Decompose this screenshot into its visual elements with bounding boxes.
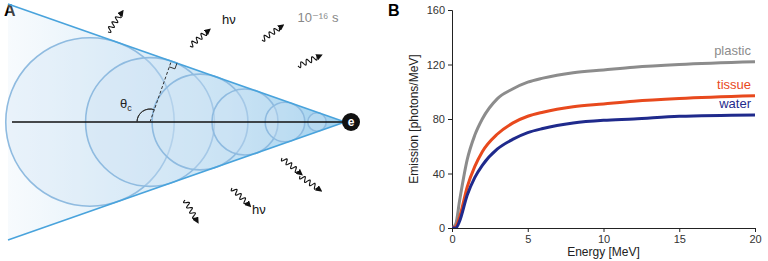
tick-label: 40 — [433, 168, 445, 180]
time-label: 10⁻¹⁶ s — [297, 10, 339, 25]
photon — [298, 56, 320, 68]
photon — [108, 12, 122, 32]
tick: 160 — [427, 4, 452, 16]
tick-mark — [448, 10, 452, 11]
electron — [342, 113, 360, 131]
tick-label: 15 — [674, 233, 686, 245]
series-label: plastic — [714, 43, 751, 58]
tick-label: 160 — [427, 4, 445, 16]
tick-mark — [448, 174, 452, 175]
tick: 15 — [674, 228, 686, 245]
tick-mark — [755, 228, 756, 232]
cone — [8, 4, 345, 240]
tick-label: 0 — [439, 222, 445, 234]
photon — [281, 158, 300, 173]
photon — [184, 200, 197, 221]
axis-line — [448, 11, 453, 229]
tick: 0 — [449, 228, 455, 245]
tick: 80 — [433, 113, 452, 125]
tick-label: 5 — [525, 233, 531, 245]
electron-label: e — [348, 115, 355, 129]
tick-label: 120 — [427, 59, 445, 71]
series-label: water — [718, 96, 751, 111]
plot-area — [452, 62, 755, 228]
tick: 20 — [749, 228, 761, 245]
series-label: tissue — [717, 77, 751, 92]
photon-label: hν — [222, 12, 236, 27]
series-line — [452, 96, 755, 228]
panel-b: B 0 5 10 15 20 0 40 80 120 160 Energy [MeV] Emission… — [388, 2, 762, 259]
panel-label: B — [388, 2, 400, 19]
photon — [300, 176, 320, 190]
photon-label: hν — [252, 202, 266, 217]
tick: 10 — [598, 228, 610, 245]
cone-edge — [8, 122, 345, 240]
tick-label: 80 — [433, 113, 445, 125]
tick-mark — [528, 228, 529, 232]
tick-label: 10 — [598, 233, 610, 245]
tick-mark — [448, 228, 452, 229]
tick: 5 — [525, 228, 531, 245]
photon — [190, 31, 208, 47]
axis-line — [453, 229, 756, 233]
y-axis: 0 40 80 120 160 — [427, 4, 453, 234]
photon — [262, 26, 282, 41]
normal-dashed — [150, 61, 171, 122]
photon — [231, 188, 249, 205]
x-axis-title: Energy [MeV] — [567, 245, 640, 259]
tick: 0 — [439, 222, 452, 234]
trajectory — [12, 121, 345, 122]
panel-a: Aθchνhν10⁻¹⁶ se — [4, 2, 360, 240]
y-axis-title: Emission [photons/MeV] — [407, 54, 421, 183]
figure: Aθchνhν10⁻¹⁶ seB0510152004080120160Energ… — [0, 0, 768, 261]
tick-mark — [448, 65, 452, 66]
angle-label: θc — [120, 96, 132, 113]
tick: 120 — [427, 59, 452, 71]
series-line — [452, 62, 755, 228]
tick-mark — [604, 228, 605, 232]
tick: 40 — [433, 168, 452, 180]
x-axis: 0 5 10 15 20 — [449, 228, 761, 245]
right-angle — [169, 63, 177, 69]
angle-arc — [137, 109, 154, 122]
tick-mark — [448, 119, 452, 120]
cone-edge — [8, 4, 345, 122]
tick-label: 20 — [749, 233, 761, 245]
tick-mark — [679, 228, 680, 232]
tick-label: 0 — [449, 233, 455, 245]
series-line — [452, 115, 755, 228]
